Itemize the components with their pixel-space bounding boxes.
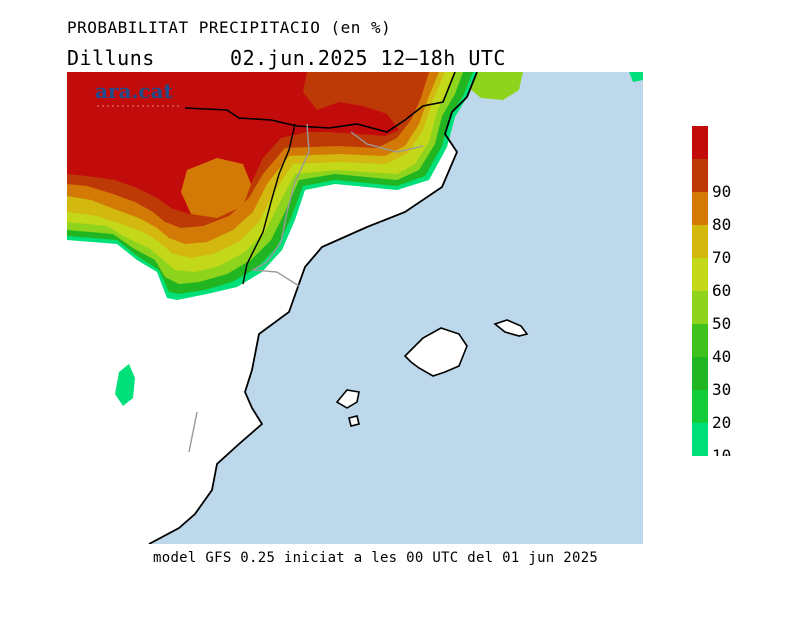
legend-swatch xyxy=(692,291,708,324)
legend-swatch xyxy=(692,357,708,390)
legend-swatch xyxy=(692,324,708,357)
legend-label: 40 xyxy=(712,347,731,366)
precip-zone-10-patch xyxy=(115,364,135,406)
legend-label: 20 xyxy=(712,413,731,432)
island-mallorca xyxy=(403,327,468,377)
border-catalonia-aragon xyxy=(242,123,296,285)
border-france-spain xyxy=(184,72,456,133)
legend-swatch xyxy=(692,159,708,192)
forecast-subtitle: Dilluns 02.jun.2025 12–18h UTC xyxy=(67,46,506,70)
legend-swatch xyxy=(692,192,708,225)
legend: 10 20 30 40 50 60 70 80 90 xyxy=(692,126,731,456)
precip-zone-ne-edge xyxy=(629,72,643,82)
precip-zone-ne-fringe xyxy=(469,72,523,100)
precip-zone-100 xyxy=(67,72,399,214)
legend-label: 80 xyxy=(712,215,731,234)
precip-zone-90-inner xyxy=(303,74,387,100)
model-info-footer: model GFS 0.25 iniciat a les 00 UTC del … xyxy=(153,550,599,566)
legend-swatch xyxy=(692,258,708,291)
island-formentera xyxy=(348,415,360,427)
legend-swatch xyxy=(692,126,708,159)
legend-label: 90 xyxy=(712,182,731,201)
precip-zone-80-inner xyxy=(181,158,251,218)
legend-label: 70 xyxy=(712,248,731,267)
island-ibiza xyxy=(335,389,360,409)
province-border xyxy=(188,123,424,453)
legend-label: 60 xyxy=(712,281,731,300)
island-menorca xyxy=(493,319,529,337)
legend-label: 10 xyxy=(712,446,731,456)
forecast-period: 12–18h UTC xyxy=(380,46,506,70)
legend-swatch xyxy=(692,423,708,456)
forecast-day: Dilluns xyxy=(67,46,155,70)
legend-label: 50 xyxy=(712,314,731,333)
legend-swatch xyxy=(692,225,708,258)
precipitation-probability-map: ara.cat xyxy=(67,72,643,544)
forecast-date: 02.jun.2025 xyxy=(230,46,368,70)
chart-title: PROBABILITAT PRECIPITACIO (en %) xyxy=(67,18,392,37)
legend-swatch xyxy=(692,390,708,423)
coastline xyxy=(148,72,478,544)
legend-label: 30 xyxy=(712,380,731,399)
watermark-logo: ara.cat xyxy=(95,79,174,103)
